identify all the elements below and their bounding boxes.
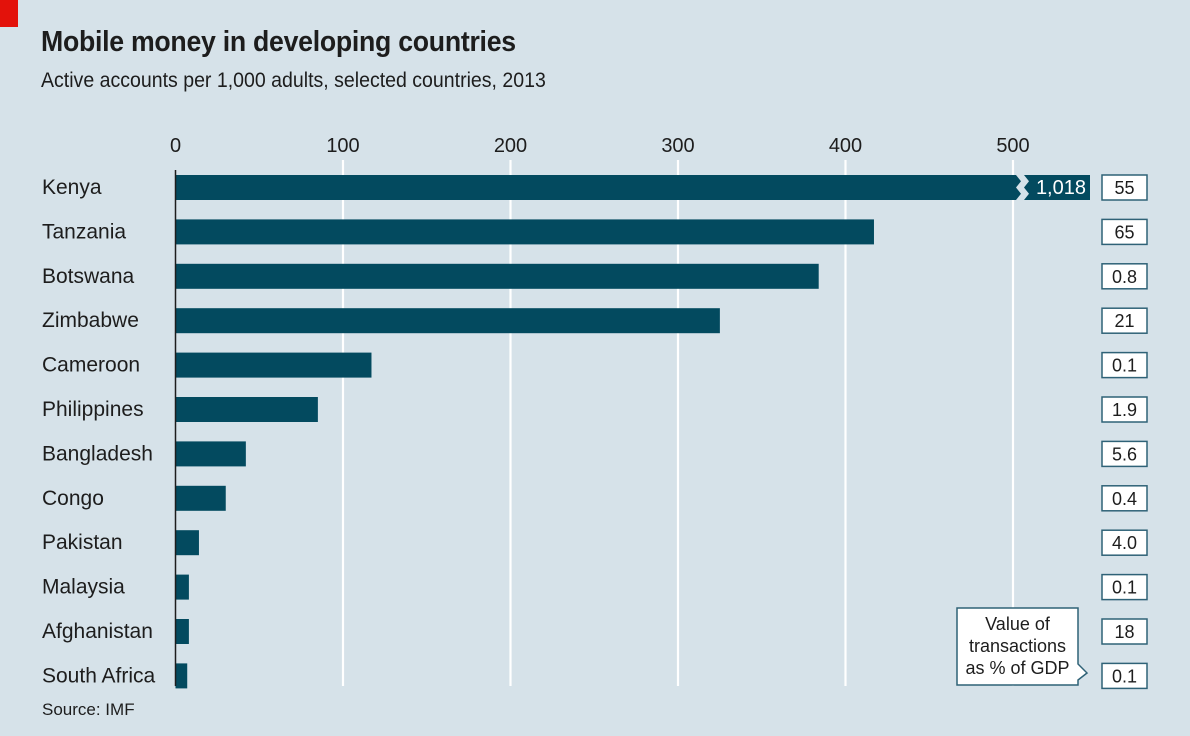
annotation-text: transactions bbox=[969, 636, 1066, 656]
chart-title: Mobile money in developing countries bbox=[41, 26, 516, 58]
gdp-value-label: 65 bbox=[1114, 222, 1134, 242]
gdp-value-label: 18 bbox=[1114, 622, 1134, 642]
gdp-value-box bbox=[1101, 662, 1148, 690]
bar bbox=[175, 352, 372, 378]
bar bbox=[175, 397, 318, 422]
x-tick-label: 400 bbox=[829, 135, 862, 157]
bar bbox=[175, 175, 1021, 200]
category-label: South Africa bbox=[42, 664, 156, 687]
gdp-value-box bbox=[1101, 218, 1148, 246]
bar bbox=[175, 308, 720, 334]
gdp-value-label: 21 bbox=[1114, 311, 1134, 331]
category-label: Philippines bbox=[42, 398, 144, 421]
gdp-value-box bbox=[1101, 485, 1148, 512]
x-tick-label: 100 bbox=[326, 135, 359, 157]
bar bbox=[175, 485, 226, 511]
category-label: Congo bbox=[42, 487, 104, 510]
category-label: Pakistan bbox=[42, 531, 123, 554]
gdp-value-box bbox=[1101, 307, 1148, 334]
gdp-value-label: 5.6 bbox=[1112, 444, 1137, 464]
x-tick-label: 300 bbox=[661, 135, 694, 157]
annotation-callout bbox=[956, 607, 1089, 686]
gdp-value-label: 0.4 bbox=[1112, 489, 1137, 509]
annotation-text: Value of bbox=[985, 614, 1051, 634]
brand-tag bbox=[0, 0, 18, 27]
x-tick-label: 500 bbox=[996, 135, 1029, 157]
gdp-value-label: 55 bbox=[1114, 178, 1134, 198]
gdp-value-box bbox=[1101, 396, 1148, 423]
gdp-value-box bbox=[1101, 351, 1148, 379]
category-label: Malaysia bbox=[42, 576, 125, 599]
source-note: Source: IMF bbox=[42, 700, 135, 719]
bar bbox=[175, 619, 189, 644]
chart-subtitle: Active accounts per 1,000 adults, select… bbox=[41, 69, 546, 92]
bar bbox=[175, 574, 189, 600]
category-label: Afghanistan bbox=[42, 620, 153, 643]
gdp-value-label: 0.1 bbox=[1112, 578, 1137, 598]
gdp-value-box bbox=[1101, 440, 1148, 468]
bar-break-segment bbox=[1024, 175, 1090, 200]
category-label: Bangladesh bbox=[42, 442, 153, 465]
bar bbox=[175, 441, 246, 467]
gdp-value-label: 0.1 bbox=[1112, 356, 1137, 376]
gdp-value-label: 0.8 bbox=[1112, 267, 1137, 287]
gdp-value-box bbox=[1101, 529, 1148, 556]
category-label: Cameroon bbox=[42, 354, 140, 377]
gdp-value-box bbox=[1101, 263, 1148, 290]
x-tick-label: 0 bbox=[170, 135, 181, 157]
bar bbox=[175, 219, 874, 245]
category-label: Zimbabwe bbox=[42, 309, 139, 332]
x-tick-label: 200 bbox=[494, 135, 527, 157]
category-label: Botswana bbox=[42, 265, 135, 288]
bar-value-label: 1,018 bbox=[1036, 177, 1086, 199]
bar bbox=[175, 530, 199, 556]
category-label: Kenya bbox=[42, 176, 102, 199]
gdp-value-box bbox=[1101, 174, 1148, 201]
category-label: Tanzania bbox=[42, 220, 126, 243]
gdp-value-box bbox=[1101, 573, 1148, 601]
gdp-value-label: 1.9 bbox=[1112, 400, 1137, 420]
gdp-value-box bbox=[1101, 618, 1148, 645]
gdp-value-label: 0.1 bbox=[1112, 666, 1137, 686]
annotation-text: as % of GDP bbox=[965, 658, 1069, 678]
gdp-value-label: 4.0 bbox=[1112, 533, 1137, 553]
bar bbox=[175, 663, 188, 689]
bar bbox=[175, 263, 819, 289]
